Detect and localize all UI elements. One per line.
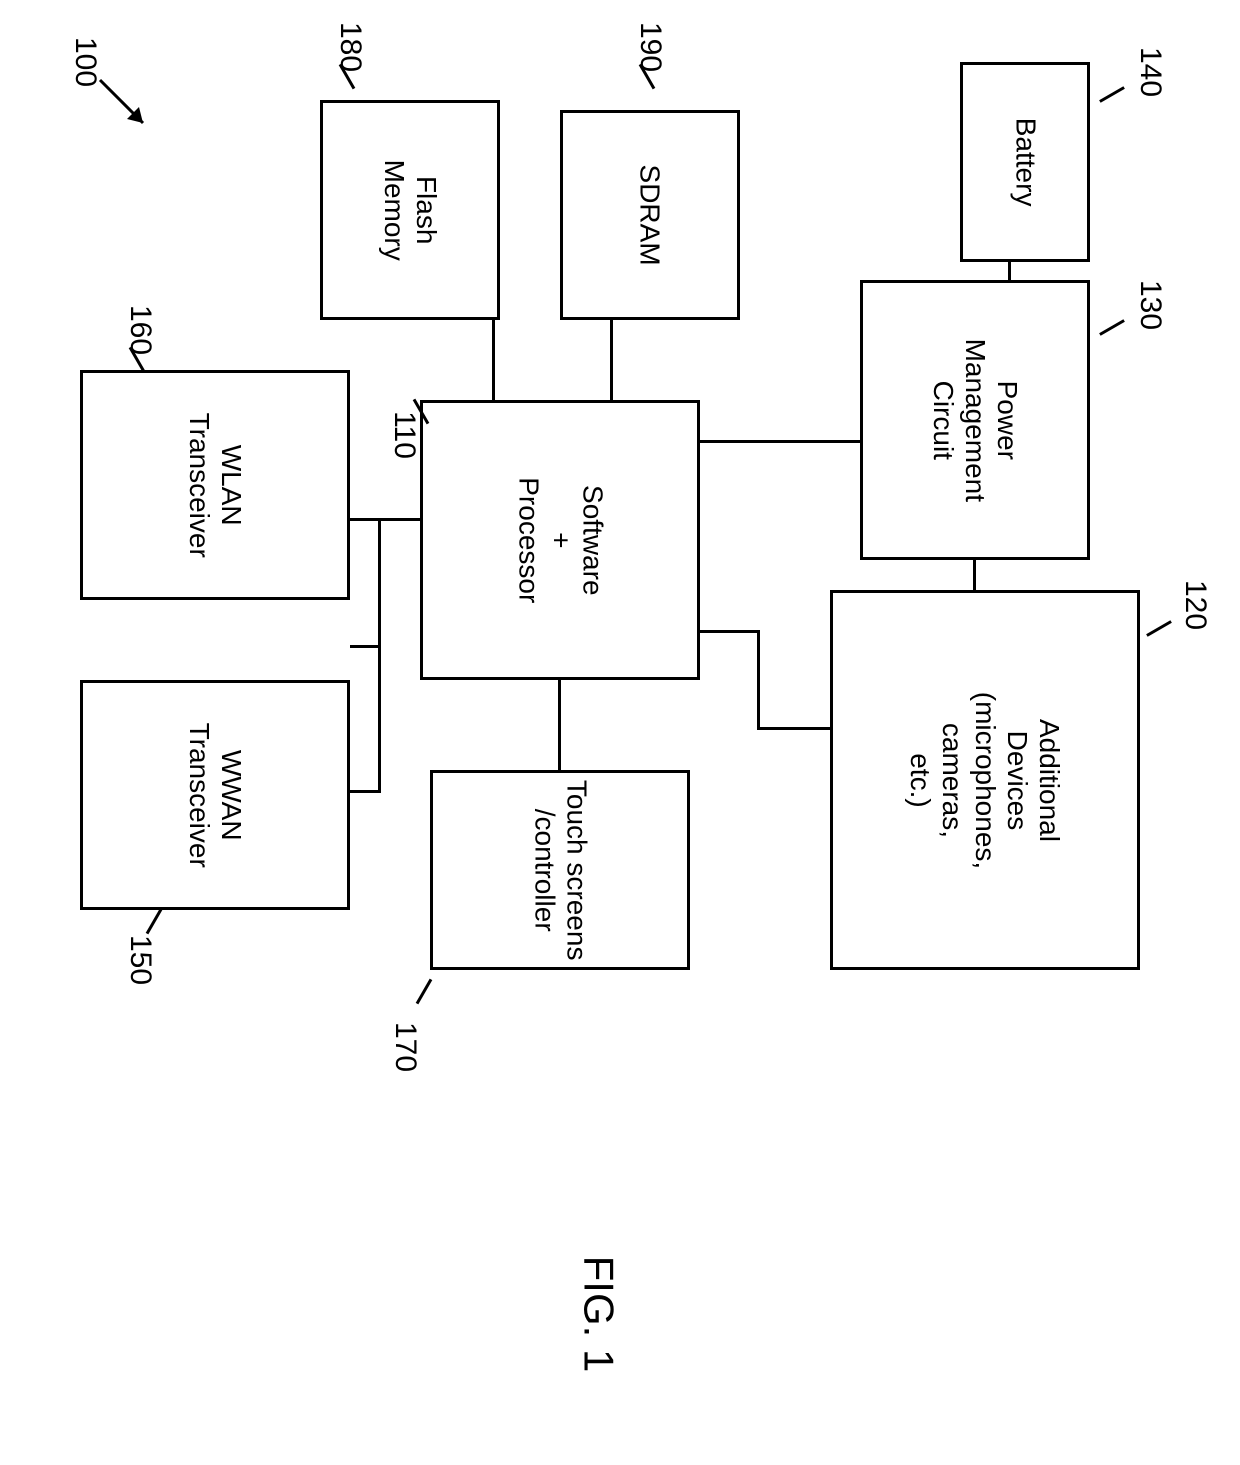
node-battery-label: Battery	[1009, 118, 1041, 207]
ref-tick	[1099, 319, 1125, 336]
node-pmc-label: Power Management Circuit	[927, 338, 1024, 501]
edge	[558, 680, 561, 770]
ref-tick	[1146, 620, 1172, 637]
node-flash: Flash Memory	[320, 100, 500, 320]
edge	[378, 518, 381, 648]
node-cpu: Software + Processor	[420, 400, 700, 680]
node-flash-label: Flash Memory	[378, 159, 442, 260]
ref-addl: 120	[1178, 580, 1212, 630]
edge	[350, 645, 381, 648]
node-addl: Additional Devices (microphones, cameras…	[830, 590, 1140, 970]
edge	[350, 790, 381, 793]
node-battery: Battery	[960, 62, 1090, 262]
diagram-stage: 100 Battery Power Management Circuit Add…	[0, 0, 1240, 1465]
node-cpu-label: Software + Processor	[512, 477, 609, 603]
edge	[700, 440, 860, 443]
node-sdram: SDRAM	[560, 110, 740, 320]
ref-battery: 140	[1133, 47, 1167, 97]
node-wwan-label: WWAN Transceiver	[183, 722, 247, 867]
node-wlan: WLAN Transceiver	[80, 370, 350, 600]
edge	[1008, 262, 1011, 280]
edge	[378, 648, 381, 793]
node-wlan-label: WLAN Transceiver	[183, 412, 247, 557]
ref-tick	[146, 909, 163, 935]
edge	[700, 630, 760, 633]
node-addl-label: Additional Devices (microphones, cameras…	[905, 691, 1066, 868]
node-wwan: WWAN Transceiver	[80, 680, 350, 910]
ref-wwan: 150	[123, 935, 157, 985]
ref-cpu: 110	[387, 411, 421, 459]
node-touch: Touch screens /controller	[430, 770, 690, 970]
edge	[492, 320, 495, 400]
ref-tick	[416, 979, 433, 1005]
node-sdram-label: SDRAM	[634, 164, 666, 265]
ref-touch: 170	[388, 1022, 422, 1072]
system-arrow-icon	[95, 75, 165, 145]
ref-tick	[1099, 86, 1125, 103]
edge	[350, 518, 420, 521]
ref-pmc: 130	[1133, 280, 1167, 330]
figure-label: FIG. 1	[574, 1256, 622, 1373]
edge	[610, 320, 613, 400]
node-pmc: Power Management Circuit	[860, 280, 1090, 560]
edge	[757, 630, 760, 730]
node-touch-label: Touch screens /controller	[528, 780, 592, 961]
edge	[757, 727, 830, 730]
edge	[973, 560, 976, 590]
